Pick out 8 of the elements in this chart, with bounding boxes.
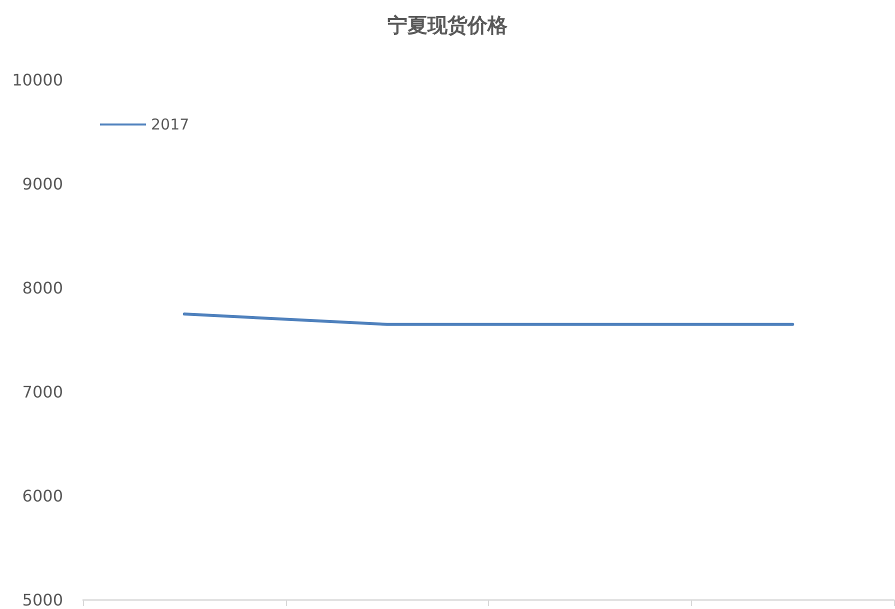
chart-title: 宁夏现货价格 [388, 13, 508, 37]
y-tick-label: 5000 [22, 590, 63, 609]
y-tick-label: 7000 [22, 382, 63, 402]
y-tick-label: 9000 [22, 174, 63, 194]
y-tick-label: 10000 [12, 70, 63, 90]
legend-label: 2017 [151, 116, 190, 134]
y-tick-label: 8000 [22, 278, 63, 298]
y-tick-label: 6000 [22, 486, 63, 506]
